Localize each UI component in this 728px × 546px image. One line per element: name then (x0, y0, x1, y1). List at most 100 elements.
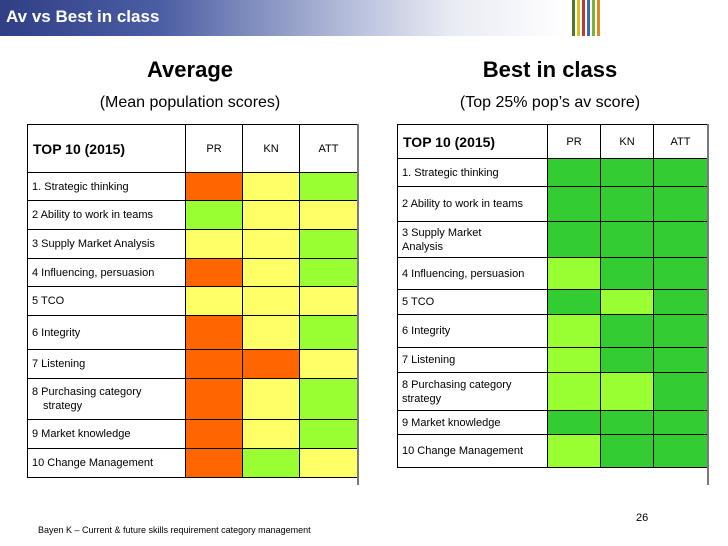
average-row-label: 7 Listening (27, 349, 186, 379)
best-cell-pr (547, 257, 601, 290)
average-col-att: ATT (299, 124, 358, 173)
average-cell-pr (185, 229, 243, 259)
row-label-text: 4 Influencing, persuasion (402, 267, 525, 280)
best-cell-kn (600, 289, 654, 315)
average-row: 4 Influencing, persuasion (27, 258, 358, 287)
row-label-text: 10 Change Management (402, 445, 524, 457)
average-row-label: 4 Influencing, persuasion (27, 258, 186, 287)
row-label-text: 1. Strategic thinking (402, 166, 499, 179)
average-heading: Average (146, 57, 233, 82)
best-cell-pr (547, 314, 601, 348)
best-cell-kn (600, 257, 654, 290)
best-row: 8 Purchasing category strategy (397, 372, 708, 411)
best-table-shadow (707, 124, 709, 485)
best-row-label: 1. Strategic thinking (397, 158, 548, 187)
best-col-att: ATT (653, 124, 708, 159)
row-label-text: 8 Purchasing category (402, 378, 512, 391)
average-row-label: 6 Integrity (27, 315, 186, 350)
best-row-label: 3 Supply Market Analysis (397, 221, 548, 258)
average-cell-pr (185, 349, 243, 379)
best-row-label: 9 Market knowledge (397, 410, 548, 435)
best-row: 4 Influencing, persuasion (397, 257, 708, 290)
average-cell-kn (242, 172, 300, 201)
best-row: 9 Market knowledge (397, 410, 708, 435)
row-label-text: 9 Market knowledge (32, 428, 131, 440)
average-row: 7 Listening (27, 349, 358, 379)
average-row: 2 Ability to work in teams (27, 200, 358, 230)
average-row-label: 5 TCO (27, 286, 186, 316)
average-row: 9 Market knowledge (27, 419, 358, 449)
row-label-text: 7 Listening (32, 358, 86, 370)
average-subheading: (Mean population scores) (99, 94, 281, 111)
average-cell-pr (185, 315, 243, 350)
average-cell-kn (242, 349, 300, 379)
best-cell-kn (600, 314, 654, 348)
best-row: 1. Strategic thinking (397, 158, 708, 187)
best-cell-att (653, 221, 708, 258)
best-heading: Best in class (482, 57, 618, 82)
best-cell-pr (547, 186, 601, 222)
row-label-text-cont: Analysis (402, 240, 443, 253)
footer-source: Bayen K – Current & future skills requir… (38, 525, 311, 535)
best-cell-pr (547, 347, 601, 373)
best-row-label: 10 Change Management (397, 434, 548, 468)
average-cell-att (299, 258, 358, 287)
average-row: 3 Supply Market Analysis (27, 229, 358, 259)
average-row-label: 10 Change Management (27, 448, 186, 478)
average-cell-att (299, 448, 358, 478)
best-cell-pr (547, 372, 601, 411)
average-cell-pr (185, 448, 243, 478)
best-cell-pr (547, 221, 601, 258)
average-row: 5 TCO (27, 286, 358, 316)
best-table-title: TOP 10 (2015) (397, 124, 548, 159)
slide-title: Av vs Best in class (6, 7, 160, 26)
best-cell-att (653, 257, 708, 290)
best-row-label: 5 TCO (397, 289, 548, 315)
row-label-text: 8 Purchasing category (32, 386, 142, 398)
row-label-text-cont: strategy (402, 392, 442, 405)
average-cell-kn (242, 229, 300, 259)
best-row: 7 Listening (397, 347, 708, 373)
best-cell-kn (600, 410, 654, 435)
best-row-label: 6 Integrity (397, 314, 548, 348)
best-row-label: 4 Influencing, persuasion (397, 257, 548, 290)
best-row-label: 8 Purchasing category strategy (397, 372, 548, 411)
average-cell-att (299, 229, 358, 259)
average-table-title: TOP 10 (2015) (27, 124, 186, 173)
average-cell-kn (242, 315, 300, 350)
best-cell-att (653, 434, 708, 468)
row-label-text: 6 Integrity (402, 325, 451, 337)
average-row-label: 2 Ability to work in teams (27, 200, 186, 230)
average-cell-att (299, 315, 358, 350)
row-label-text: 4 Influencing, persuasion (32, 266, 155, 279)
average-cell-att (299, 200, 358, 230)
row-label-text: 1. Strategic thinking (32, 180, 129, 193)
average-table-shadow (357, 124, 359, 485)
row-label-text: 10 Change Management (32, 457, 154, 469)
average-cell-kn (242, 448, 300, 478)
average-cell-pr (185, 378, 243, 420)
average-row-label: 1. Strategic thinking (27, 172, 186, 201)
row-label-text: 3 Supply Market Analysis (32, 238, 155, 250)
best-col-kn: KN (600, 124, 654, 159)
best-cell-att (653, 186, 708, 222)
average-cell-att (299, 378, 358, 420)
best-row: 3 Supply Market Analysis (397, 221, 708, 258)
best-col-pr: PR (547, 124, 601, 159)
average-cell-kn (242, 200, 300, 230)
best-cell-kn (600, 347, 654, 373)
best-cell-kn (600, 186, 654, 222)
average-cell-pr (185, 286, 243, 316)
average-row: 6 Integrity (27, 315, 358, 350)
row-label-text: 9 Market knowledge (402, 416, 501, 429)
best-subheading: (Top 25% pop’s av score) (459, 94, 641, 111)
row-label-text: 5 TCO (402, 296, 435, 308)
best-cell-att (653, 347, 708, 373)
best-cell-kn (600, 372, 654, 411)
row-label-text-cont: strategy (43, 400, 83, 412)
average-cell-att (299, 349, 358, 379)
average-cell-kn (242, 286, 300, 316)
best-row: 2 Ability to work in teams (397, 186, 708, 222)
best-cell-att (653, 410, 708, 435)
row-label-text: 6 Integrity (32, 326, 81, 339)
